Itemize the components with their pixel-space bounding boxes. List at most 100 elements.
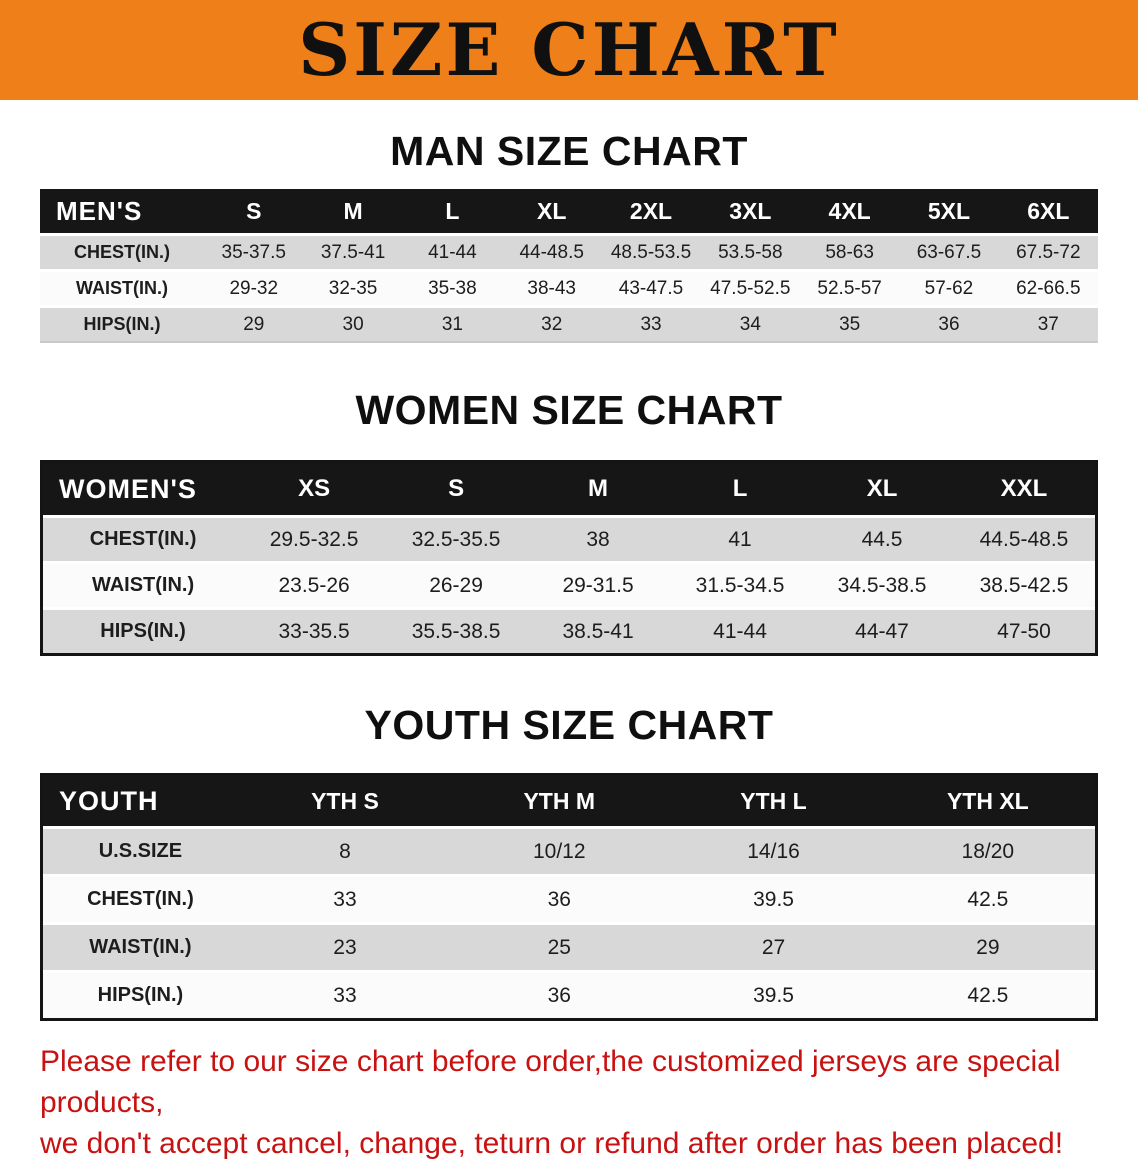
measurement-row: CHEST(IN.) 35-37.5 37.5-41 41-44 44-48.5 48.5…: [40, 233, 1098, 270]
size-value: 31.5-34.5: [669, 561, 812, 608]
size-value: 62-66.5: [998, 269, 1098, 306]
size-value: 35: [799, 305, 900, 342]
title-banner: SIZE CHART: [0, 0, 1138, 100]
size-value: 35-37.5: [204, 233, 304, 270]
measurement-row: CHEST(IN.) 33 36 39.5 42.5: [43, 874, 1095, 923]
size-value: 44.5-48.5: [953, 515, 1095, 562]
size-value: 26-29: [385, 561, 528, 608]
size-value: 44-48.5: [502, 233, 602, 270]
size-value: 34.5-38.5: [811, 561, 954, 608]
size-value: 33: [237, 874, 453, 923]
page-title: SIZE CHART: [298, 7, 840, 92]
size-column-header: YTH M: [452, 776, 667, 827]
row-label: WAIST(IN.): [43, 922, 238, 971]
row-label: CHEST(IN.): [40, 233, 205, 270]
size-column-header: XS: [243, 463, 386, 516]
table-header-row: MEN'S S M L XL 2XL 3XL 4XL 5XL 6XL: [40, 189, 1098, 234]
size-value: 10/12: [452, 826, 667, 875]
size-value: 23: [237, 922, 453, 971]
measurement-row: WAIST(IN.) 23 25 27 29: [43, 922, 1095, 971]
size-value: 53.5-58: [700, 233, 800, 270]
size-value: 38.5-41: [527, 607, 670, 654]
size-column-header: L: [402, 189, 503, 234]
size-value: 47-50: [953, 607, 1095, 654]
size-value: 29-32: [204, 269, 304, 306]
size-value: 47.5-52.5: [700, 269, 800, 306]
size-value: 33: [601, 305, 701, 342]
size-value: 63-67.5: [899, 233, 999, 270]
size-value: 32.5-35.5: [385, 515, 528, 562]
table-header-row: WOMEN'S XS S M L XL XXL: [43, 463, 1095, 516]
women-size-section: WOMEN SIZE CHART WOMEN'S XS S M L XL XXL CHEST(…: [40, 387, 1098, 657]
size-value: 58-63: [799, 233, 900, 270]
size-value: 42.5: [880, 970, 1095, 1019]
size-value: 36: [899, 305, 999, 342]
measurement-row: CHEST(IN.) 29.5-32.5 32.5-35.5 38 41 44.5 44.5…: [43, 515, 1095, 562]
row-label: HIPS(IN.): [43, 607, 244, 654]
men-section-heading: MAN SIZE CHART: [390, 128, 748, 174]
measurement-row: HIPS(IN.) 33 36 39.5 42.5: [43, 970, 1095, 1019]
disclaimer-note: Please refer to our size chart before or…: [40, 1041, 1098, 1164]
size-value: 36: [452, 970, 667, 1019]
youth-section-heading: YOUTH SIZE CHART: [364, 702, 774, 749]
measurement-row: HIPS(IN.) 33-35.5 35.5-38.5 38.5-41 41-44 44-…: [43, 607, 1095, 654]
men-size-table: MEN'S S M L XL 2XL 3XL 4XL 5XL 6XL CHEST(IN.) 35-37…: [40, 189, 1098, 344]
size-column-header: 2XL: [601, 189, 701, 234]
size-value: 18/20: [880, 826, 1095, 875]
size-value: 39.5: [666, 970, 881, 1019]
size-column-header: M: [527, 463, 670, 516]
size-value: 67.5-72: [998, 233, 1098, 270]
size-value: 42.5: [880, 874, 1095, 923]
disclaimer-line-1: Please refer to our size chart before or…: [40, 1045, 1061, 1120]
row-label: HIPS(IN.): [40, 305, 205, 342]
row-label: HIPS(IN.): [43, 970, 238, 1019]
men-size-section: MAN SIZE CHART MEN'S S M L XL 2XL 3XL 4XL 5XL 6XL…: [40, 128, 1098, 344]
size-value: 41-44: [669, 607, 812, 654]
women-section-heading: WOMEN SIZE CHART: [355, 387, 783, 434]
row-label: CHEST(IN.): [43, 515, 244, 562]
size-value: 38: [527, 515, 670, 562]
table-corner-label: YOUTH: [43, 776, 238, 827]
table-corner-label: WOMEN'S: [43, 463, 244, 516]
table-header-row: YOUTH YTH S YTH M YTH L YTH XL: [43, 776, 1095, 827]
size-column-header: YTH L: [666, 776, 881, 827]
size-column-header: 5XL: [899, 189, 999, 234]
size-value: 57-62: [899, 269, 999, 306]
size-column-header: 3XL: [700, 189, 800, 234]
measurement-row: U.S.SIZE 8 10/12 14/16 18/20: [43, 826, 1095, 875]
size-value: 30: [303, 305, 403, 342]
row-label: WAIST(IN.): [43, 561, 244, 608]
measurement-row: WAIST(IN.) 29-32 32-35 35-38 38-43 43-47.5 47.…: [40, 269, 1098, 306]
size-value: 29-31.5: [527, 561, 670, 608]
size-value: 25: [452, 922, 667, 971]
youth-size-section: YOUTH SIZE CHART YOUTH YTH S YTH M YTH L YTH…: [40, 702, 1098, 1022]
table-corner-label: MEN'S: [40, 189, 205, 234]
size-value: 23.5-26: [243, 561, 386, 608]
women-size-table: WOMEN'S XS S M L XL XXL CHEST(IN.) 29.5-32.5 32.5…: [40, 460, 1098, 657]
size-value: 41: [669, 515, 812, 562]
size-value: 31: [402, 305, 503, 342]
measurement-row: HIPS(IN.) 29 30 31 32 33 34 35 36 37: [40, 305, 1098, 342]
size-column-header: YTH S: [237, 776, 453, 827]
size-value: 32-35: [303, 269, 403, 306]
size-column-header: YTH XL: [880, 776, 1095, 827]
size-value: 44-47: [811, 607, 954, 654]
size-column-header: 4XL: [799, 189, 900, 234]
row-label: CHEST(IN.): [43, 874, 238, 923]
size-value: 33: [237, 970, 453, 1019]
size-value: 35-38: [402, 269, 503, 306]
row-label: U.S.SIZE: [43, 826, 238, 875]
size-column-header: L: [669, 463, 812, 516]
size-value: 8: [237, 826, 453, 875]
size-value: 29.5-32.5: [243, 515, 386, 562]
youth-size-table: YOUTH YTH S YTH M YTH L YTH XL U.S.SIZE 8 10/12…: [40, 773, 1098, 1022]
size-column-header: XL: [502, 189, 602, 234]
size-value: 32: [502, 305, 602, 342]
size-value: 44.5: [811, 515, 954, 562]
size-value: 37: [998, 305, 1098, 342]
size-value: 34: [700, 305, 800, 342]
size-value: 33-35.5: [243, 607, 386, 654]
size-column-header: XL: [811, 463, 954, 516]
size-value: 29: [880, 922, 1095, 971]
size-value: 38.5-42.5: [953, 561, 1095, 608]
